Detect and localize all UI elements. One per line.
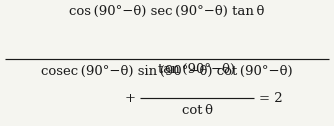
Text: cot θ: cot θ (182, 104, 212, 117)
Text: +: + (124, 92, 135, 105)
Text: cos (90°−θ) sec (90°−θ) tan θ: cos (90°−θ) sec (90°−θ) tan θ (69, 5, 265, 18)
Text: = 2: = 2 (259, 92, 283, 105)
Text: tan (90°−θ): tan (90°−θ) (159, 63, 235, 76)
Text: cosec (90°−θ) sin (90°−θ) cot (90°−θ): cosec (90°−θ) sin (90°−θ) cot (90°−θ) (41, 65, 293, 78)
